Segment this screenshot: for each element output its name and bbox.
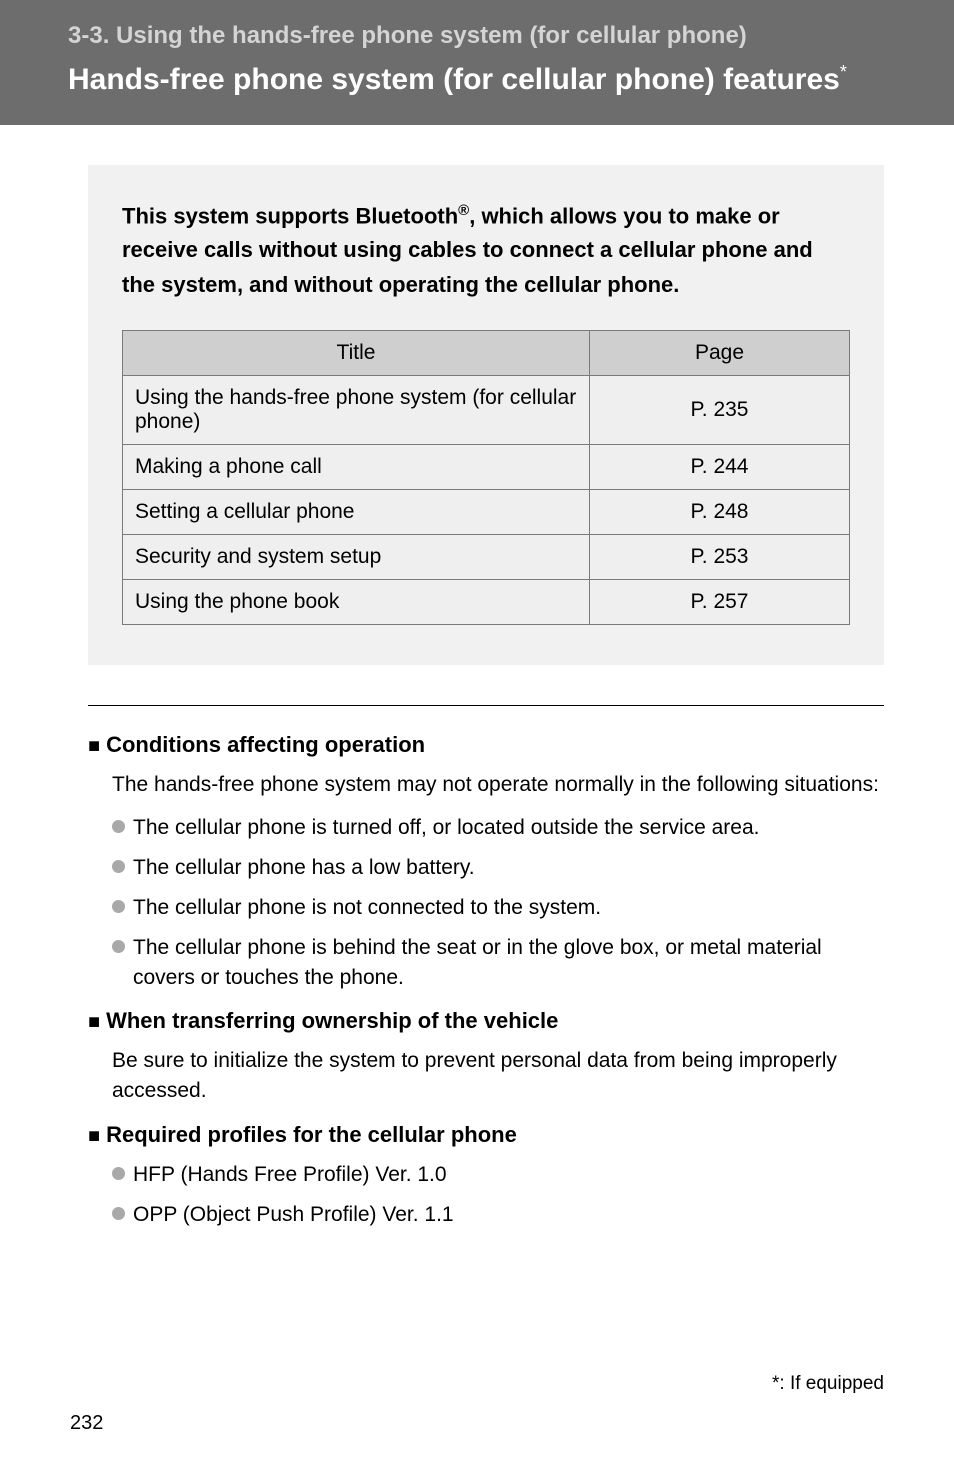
square-bullet-icon: ■ — [88, 1011, 100, 1034]
bullet-text: HFP (Hands Free Profile) Ver. 1.0 — [133, 1160, 447, 1190]
bullet-text: OPP (Object Push Profile) Ver. 1.1 — [133, 1200, 454, 1230]
bullet-item: The cellular phone has a low battery. — [112, 853, 884, 883]
bullet-item: HFP (Hands Free Profile) Ver. 1.0 — [112, 1160, 884, 1190]
bullet-item: The cellular phone is turned off, or loc… — [112, 813, 884, 843]
registered-mark: ® — [458, 202, 469, 219]
table-row: Security and system setup P. 253 — [123, 534, 850, 579]
bullet-text: The cellular phone has a low battery. — [133, 853, 475, 883]
circle-bullet-icon — [112, 1167, 125, 1180]
heading-label: When transferring ownership of the vehic… — [106, 1008, 558, 1034]
circle-bullet-icon — [112, 860, 125, 873]
heading-label: Conditions affecting operation — [106, 732, 425, 758]
th-title: Title — [123, 330, 590, 375]
body-area: ■ Conditions affecting operation The han… — [88, 705, 884, 1230]
footnote-text: : If equipped — [779, 1373, 884, 1394]
chapter-header: 3-3. Using the hands-free phone system (… — [0, 0, 954, 125]
section-paragraph: The hands-free phone system may not oper… — [112, 770, 884, 800]
table-row: Using the phone book P. 257 — [123, 579, 850, 624]
cell-page: P. 235 — [590, 375, 850, 444]
section-paragraph: Be sure to initialize the system to prev… — [112, 1046, 884, 1106]
bullet-text: The cellular phone is turned off, or loc… — [133, 813, 759, 843]
bullet-text: The cellular phone is not connected to t… — [133, 893, 601, 923]
cell-page: P. 253 — [590, 534, 850, 579]
cell-page: P. 257 — [590, 579, 850, 624]
section-heading: ■ When transferring ownership of the veh… — [88, 1008, 884, 1034]
bullet-item: The cellular phone is behind the seat or… — [112, 933, 884, 993]
bullet-item: The cellular phone is not connected to t… — [112, 893, 884, 923]
square-bullet-icon: ■ — [88, 1125, 100, 1148]
bullet-item: OPP (Object Push Profile) Ver. 1.1 — [112, 1200, 884, 1230]
bullet-text: The cellular phone is behind the seat or… — [133, 933, 884, 993]
cell-title: Security and system setup — [123, 534, 590, 579]
square-bullet-icon: ■ — [88, 735, 100, 758]
page-number: 232 — [70, 1412, 103, 1435]
table-row: Making a phone call P. 244 — [123, 444, 850, 489]
heading-label: Required profiles for the cellular phone — [106, 1122, 517, 1148]
table-row: Using the hands-free phone system (for c… — [123, 375, 850, 444]
circle-bullet-icon — [112, 1207, 125, 1220]
intro-pre: This system supports Bluetooth — [122, 203, 458, 228]
cell-page: P. 244 — [590, 444, 850, 489]
cell-title: Using the hands-free phone system (for c… — [123, 375, 590, 444]
cell-title: Using the phone book — [123, 579, 590, 624]
table-row: Setting a cellular phone P. 248 — [123, 489, 850, 534]
footnote: *: If equipped — [772, 1373, 884, 1395]
summary-box: This system supports Bluetooth®, which a… — [88, 165, 884, 665]
cell-page: P. 248 — [590, 489, 850, 534]
intro-paragraph: This system supports Bluetooth®, which a… — [122, 199, 850, 302]
contents-table: Title Page Using the hands-free phone sy… — [122, 330, 850, 625]
circle-bullet-icon — [112, 820, 125, 833]
cell-title: Making a phone call — [123, 444, 590, 489]
table-header-row: Title Page — [123, 330, 850, 375]
cell-title: Setting a cellular phone — [123, 489, 590, 534]
circle-bullet-icon — [112, 940, 125, 953]
chapter-line: 3-3. Using the hands-free phone system (… — [68, 22, 914, 50]
page-title: Hands-free phone system (for cellular ph… — [68, 62, 914, 97]
section-heading: ■ Conditions affecting operation — [88, 732, 884, 758]
title-asterisk: * — [840, 62, 847, 82]
title-text: Hands-free phone system (for cellular ph… — [68, 63, 840, 96]
section-heading: ■ Required profiles for the cellular pho… — [88, 1122, 884, 1148]
th-page: Page — [590, 330, 850, 375]
circle-bullet-icon — [112, 900, 125, 913]
